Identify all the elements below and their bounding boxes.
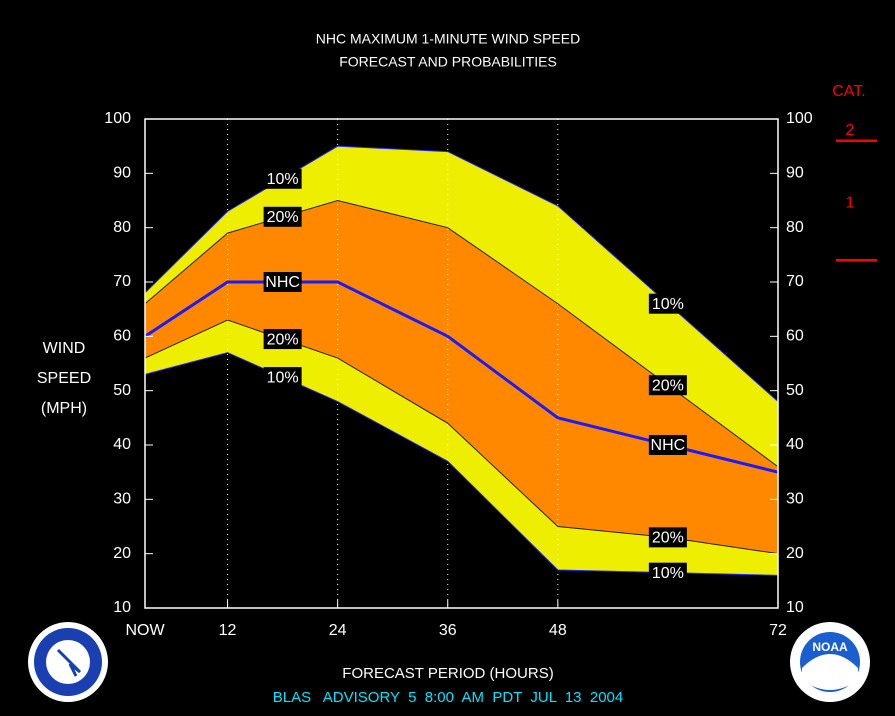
series-label-box	[263, 329, 302, 350]
noaa-logo: NOAA	[790, 622, 870, 702]
series-label-box	[648, 434, 687, 455]
y2-tick-label: 10	[786, 599, 804, 616]
plot-frame	[144, 118, 779, 609]
series-label-box	[648, 562, 687, 583]
series-label: 20%	[267, 209, 299, 226]
chart-title: NHC MAXIMUM 1-MINUTE WIND SPEED	[316, 31, 580, 47]
category-label: 2	[846, 122, 855, 139]
series-label: 10%	[267, 369, 299, 386]
y-tick-label: 80	[113, 219, 131, 236]
series-label: 20%	[652, 530, 684, 547]
y-tick-label: 30	[113, 491, 131, 508]
series-label-box	[263, 367, 302, 388]
x-tick-label: 48	[549, 622, 567, 639]
y-axis-label: SPEED	[37, 370, 91, 387]
y-tick-label: 90	[113, 165, 131, 182]
x-tick-label: NOW	[125, 622, 165, 639]
y-axis-label: WIND	[43, 340, 86, 357]
series-label: 10%	[652, 296, 684, 313]
y-tick-label: 20	[113, 545, 131, 562]
series-label-box	[263, 272, 302, 292]
category-title: CAT.	[832, 83, 865, 100]
y2-tick-label: 40	[786, 436, 804, 453]
series-label: NHC	[265, 274, 300, 291]
y2-tick-label: 30	[786, 491, 804, 508]
series-label: 20%	[652, 377, 684, 394]
x-tick-label: 12	[219, 622, 237, 639]
logo-text: NOAA	[812, 640, 848, 654]
x-tick-label: 36	[439, 622, 457, 639]
x-tick-label: 24	[329, 622, 347, 639]
series-label: 10%	[267, 171, 299, 188]
y-tick-label: 10	[113, 599, 131, 616]
y2-tick-label: 100	[786, 110, 813, 127]
series-label-box	[648, 293, 687, 314]
y2-tick-label: 60	[786, 328, 804, 345]
y-tick-label: 60	[113, 328, 131, 345]
series-label-box	[263, 168, 302, 189]
series-label-box	[263, 206, 302, 227]
series-label: NHC	[651, 437, 686, 454]
nws-logo	[28, 622, 108, 702]
y-axis-label: (MPH)	[41, 400, 87, 417]
y2-tick-label: 80	[786, 219, 804, 236]
x-axis-label: FORECAST PERIOD (HOURS)	[342, 665, 553, 682]
subtitle: BLAS ADVISORY 5 8:00 AM PDT JUL 13 2004	[273, 689, 623, 706]
y2-tick-label: 90	[786, 165, 804, 182]
y-tick-label: 50	[113, 382, 131, 399]
y-tick-label: 100	[104, 110, 131, 127]
series-label: 20%	[267, 331, 299, 348]
series-label-box	[648, 375, 687, 396]
chart-title: FORECAST AND PROBABILITIES	[339, 54, 557, 70]
y2-tick-label: 50	[786, 382, 804, 399]
series-label: 10%	[652, 565, 684, 582]
x-tick-label: 72	[769, 622, 787, 639]
series-label-box	[648, 527, 687, 548]
probability-band	[145, 200, 778, 554]
y2-tick-label: 70	[786, 273, 804, 290]
y-tick-label: 40	[113, 436, 131, 453]
y2-tick-label: 20	[786, 545, 804, 562]
y-tick-label: 70	[113, 273, 131, 290]
category-label: 1	[846, 195, 855, 212]
